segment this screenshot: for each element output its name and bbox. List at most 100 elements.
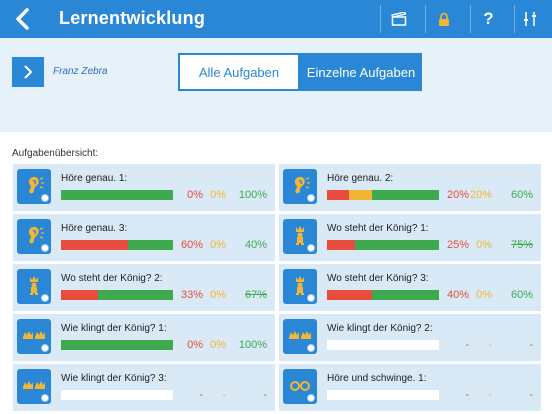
status-dot xyxy=(307,244,315,252)
task-title: Wie klingt der König? 2: xyxy=(327,323,433,334)
percent-partial: 20% xyxy=(470,189,493,201)
progress-bar xyxy=(327,290,439,300)
percent-correct: - xyxy=(529,339,533,351)
progress-red-segment xyxy=(61,240,129,250)
progress-bar xyxy=(61,190,173,200)
task-title: Höre genau. 2: xyxy=(327,173,394,184)
status-dot xyxy=(307,194,315,202)
task-icon-tile xyxy=(283,319,317,354)
task-title: Wo steht der König? 2: xyxy=(61,273,163,284)
percent-correct: 60% xyxy=(510,289,533,301)
page-title: Lernentwicklung xyxy=(59,8,206,28)
progress-red-segment xyxy=(327,190,350,200)
task-card[interactable]: Höre genau. 3: 60% 0% 40% xyxy=(13,214,275,261)
chevron-left-icon xyxy=(16,8,29,30)
percent-partial: - xyxy=(488,389,492,401)
task-title: Wo steht der König? 1: xyxy=(327,223,429,234)
status-dot xyxy=(41,294,49,302)
percent-correct: 75% xyxy=(510,239,533,251)
progress-bar xyxy=(327,390,439,400)
percent-wrong: 40% xyxy=(446,289,469,301)
task-icon-tile xyxy=(17,169,51,204)
percent-partial: 0% xyxy=(476,239,492,251)
overview-heading: Aufgabenübersicht: xyxy=(12,148,99,159)
tab-single-tasks[interactable]: Einzelne Aufgaben xyxy=(300,53,422,91)
task-card[interactable]: Wie klingt der König? 3: - - - xyxy=(13,364,275,411)
task-card[interactable]: Wo steht der König? 2: 33% 0% 67% xyxy=(13,264,275,311)
progress-green-segment xyxy=(128,240,173,250)
task-title: Höre genau. 1: xyxy=(61,173,128,184)
progress-bar xyxy=(61,240,173,250)
task-card[interactable]: Wie klingt der König? 1: 0% 0% 100% xyxy=(13,314,275,361)
chevron-right-icon xyxy=(24,65,33,79)
percent-wrong: 60% xyxy=(180,239,203,251)
progress-bar xyxy=(327,340,439,350)
task-card[interactable]: Höre genau. 1: 0% 0% 100% xyxy=(13,164,275,211)
progress-bar xyxy=(327,190,439,200)
percent-correct: 100% xyxy=(238,189,267,201)
percent-partial: 0% xyxy=(476,289,492,301)
progress-bar xyxy=(61,290,173,300)
progress-green-segment xyxy=(97,290,173,300)
percent-correct: 67% xyxy=(244,289,267,301)
help-button[interactable]: ? xyxy=(470,5,506,33)
status-dot xyxy=(41,394,49,402)
percent-wrong: 33% xyxy=(180,289,203,301)
percent-partial: 0% xyxy=(210,289,226,301)
progress-red-segment xyxy=(327,240,355,250)
task-title: Höre und schwinge. 1: xyxy=(327,373,427,384)
task-card[interactable]: Wo steht der König? 1: 25% 0% 75% xyxy=(279,214,541,261)
clapperboard-icon xyxy=(390,12,406,26)
task-grid: Höre genau. 1: 0% 0% 100% Höre genau. 2: 20% 2… xyxy=(13,164,541,414)
sliders-icon xyxy=(523,12,536,26)
percent-correct: 60% xyxy=(510,189,533,201)
task-icon-tile xyxy=(17,219,51,254)
lock-button[interactable] xyxy=(425,5,461,33)
task-card[interactable]: Höre genau. 2: 20% 20% 60% xyxy=(279,164,541,211)
task-title: Wo steht der König? 3: xyxy=(327,273,429,284)
task-icon-tile xyxy=(17,269,51,304)
status-dot xyxy=(307,294,315,302)
task-title: Höre genau. 3: xyxy=(61,223,128,234)
status-dot xyxy=(41,244,49,252)
settings-button[interactable] xyxy=(514,5,544,33)
task-icon-tile xyxy=(283,169,317,204)
help-icon: ? xyxy=(483,9,494,28)
progress-green-segment xyxy=(61,340,173,350)
student-select-button[interactable] xyxy=(12,57,44,87)
task-title: Wie klingt der König? 3: xyxy=(61,373,167,384)
progress-red-segment xyxy=(327,290,372,300)
progress-yellow-segment xyxy=(349,190,372,200)
task-icon-tile xyxy=(283,369,317,404)
percent-wrong: - xyxy=(465,389,469,401)
progress-bar xyxy=(61,340,173,350)
progress-green-segment xyxy=(371,290,439,300)
student-name: Franz Zebra xyxy=(53,66,108,77)
percent-correct: - xyxy=(529,389,533,401)
top-bar: Lernentwicklung ? xyxy=(0,0,552,38)
percent-wrong: - xyxy=(199,389,203,401)
task-icon-tile xyxy=(17,319,51,354)
progress-bar xyxy=(327,240,439,250)
percent-partial: 0% xyxy=(210,239,226,251)
status-dot xyxy=(41,194,49,202)
back-button[interactable] xyxy=(8,5,38,33)
status-dot xyxy=(41,344,49,352)
percent-correct: 100% xyxy=(238,339,267,351)
percent-wrong: 0% xyxy=(187,189,203,201)
task-card[interactable]: Wie klingt der König? 2: - - - xyxy=(279,314,541,361)
progress-green-segment xyxy=(371,190,439,200)
tab-all-tasks[interactable]: Alle Aufgaben xyxy=(178,53,300,91)
percent-correct: 40% xyxy=(244,239,267,251)
percent-wrong: 25% xyxy=(446,239,469,251)
task-card[interactable]: Höre und schwinge. 1: - - - xyxy=(279,364,541,411)
progress-bar xyxy=(61,390,173,400)
task-title: Wie klingt der König? 1: xyxy=(61,323,167,334)
task-card[interactable]: Wo steht der König? 3: 40% 0% 60% xyxy=(279,264,541,311)
clapperboard-button[interactable] xyxy=(380,5,416,33)
task-icon-tile xyxy=(283,269,317,304)
percent-partial: - xyxy=(222,389,226,401)
status-dot xyxy=(307,344,315,352)
lock-icon xyxy=(438,12,449,26)
task-icon-tile xyxy=(17,369,51,404)
